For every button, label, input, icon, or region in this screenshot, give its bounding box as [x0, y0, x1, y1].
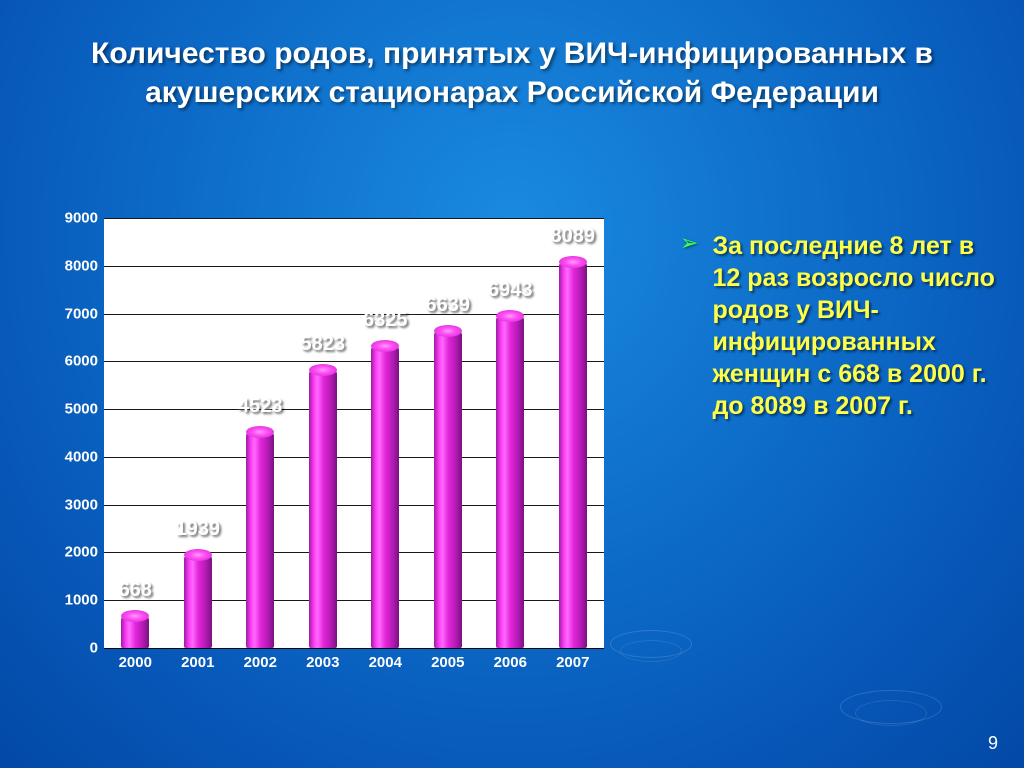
y-tick-label: 5000	[44, 401, 98, 418]
bar-body	[559, 262, 587, 648]
bar-value-label: 5823	[301, 333, 346, 356]
x-tick-label: 2006	[480, 654, 540, 671]
gridline	[104, 314, 604, 315]
bar: 6639	[434, 331, 462, 648]
decor-ripple	[620, 640, 682, 662]
side-bullet: ➢ За последние 8 лет в 12 раз возросло ч…	[680, 230, 1000, 422]
bar: 1939	[184, 555, 212, 648]
bar: 8089	[559, 262, 587, 648]
bar-value-label: 6639	[426, 294, 471, 317]
y-tick-label: 1000	[44, 592, 98, 609]
y-tick-label: 7000	[44, 305, 98, 322]
bullet-arrow-icon: ➢	[680, 230, 698, 256]
bar-value-label: 1939	[176, 518, 221, 541]
gridline	[104, 648, 604, 649]
x-tick-label: 2000	[105, 654, 165, 671]
x-tick-label: 2007	[543, 654, 603, 671]
x-tick-label: 2005	[418, 654, 478, 671]
x-tick-label: 2001	[168, 654, 228, 671]
bullet-row: ➢ За последние 8 лет в 12 раз возросло ч…	[680, 230, 1000, 422]
slide-title: Количество родов, принятых у ВИЧ-инфицир…	[0, 34, 1024, 112]
x-tick-label: 2004	[355, 654, 415, 671]
bar: 4523	[246, 432, 274, 648]
x-tick-label: 2003	[293, 654, 353, 671]
bar: 5823	[309, 370, 337, 648]
bar-top-ellipse	[371, 340, 399, 352]
gridline	[104, 505, 604, 506]
gridline	[104, 552, 604, 553]
decor-ripple	[855, 700, 927, 726]
bar-body	[246, 432, 274, 648]
bar-value-label: 4523	[238, 395, 283, 418]
slide: Количество родов, принятых у ВИЧ-инфицир…	[0, 0, 1024, 768]
gridline	[104, 457, 604, 458]
y-tick-label: 4000	[44, 448, 98, 465]
bar-value-label: 8089	[551, 225, 596, 248]
bar-body	[309, 370, 337, 648]
bar-body	[184, 555, 212, 648]
bar-top-ellipse	[434, 325, 462, 337]
bar-body	[371, 346, 399, 648]
bar: 668	[121, 616, 149, 648]
gridline	[104, 266, 604, 267]
bar: 6943	[496, 316, 524, 648]
bullet-text: За последние 8 лет в 12 раз возросло чис…	[712, 230, 1000, 422]
y-tick-label: 8000	[44, 257, 98, 274]
bar-top-ellipse	[559, 256, 587, 268]
bar-top-ellipse	[246, 426, 274, 438]
plot-area: 668 1939 4523 5823 6325 6639 6943 8089	[104, 218, 604, 648]
bar-top-ellipse	[309, 364, 337, 376]
y-tick-label: 3000	[44, 496, 98, 513]
bar-value-label: 668	[119, 579, 152, 602]
bar: 6325	[371, 346, 399, 648]
bar-body	[434, 331, 462, 648]
gridline	[104, 361, 604, 362]
gridline	[104, 409, 604, 410]
y-tick-label: 9000	[44, 210, 98, 227]
y-tick-label: 2000	[44, 544, 98, 561]
gridline	[104, 218, 604, 219]
x-tick-label: 2002	[230, 654, 290, 671]
bar-body	[496, 316, 524, 648]
bar-chart: 668 1939 4523 5823 6325 6639 6943 8089 0 1000 200…	[44, 218, 604, 688]
y-tick-label: 0	[44, 640, 98, 657]
page-number: 9	[988, 733, 998, 754]
gridline	[104, 600, 604, 601]
bar-value-label: 6943	[488, 279, 533, 302]
bar-value-label: 6325	[363, 309, 408, 332]
y-tick-label: 6000	[44, 353, 98, 370]
